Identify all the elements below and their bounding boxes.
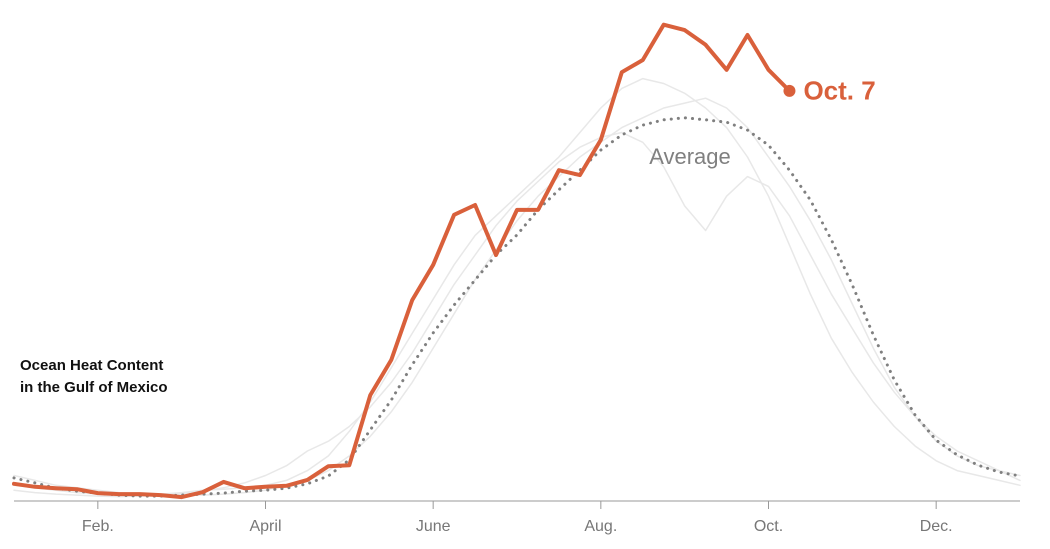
past-year-line <box>13 77 1021 496</box>
end-point <box>783 84 796 97</box>
series-label: Oct. 7 <box>803 76 875 106</box>
x-tick-label: Dec. <box>920 518 953 535</box>
average-line <box>12 116 1022 498</box>
past-year-line <box>13 131 1021 498</box>
highlight-line <box>12 22 792 500</box>
past-year-line <box>13 97 1021 496</box>
series-label: Average <box>649 144 731 169</box>
x-tick-label: June <box>416 518 451 535</box>
x-tick-label: Aug. <box>584 518 617 535</box>
chart-title: Ocean Heat Content <box>20 357 163 374</box>
x-tick-label: Oct. <box>754 518 783 535</box>
x-tick-label: Feb. <box>82 518 114 535</box>
chart-title: in the Gulf of Mexico <box>20 379 168 396</box>
x-tick-label: April <box>249 518 281 535</box>
